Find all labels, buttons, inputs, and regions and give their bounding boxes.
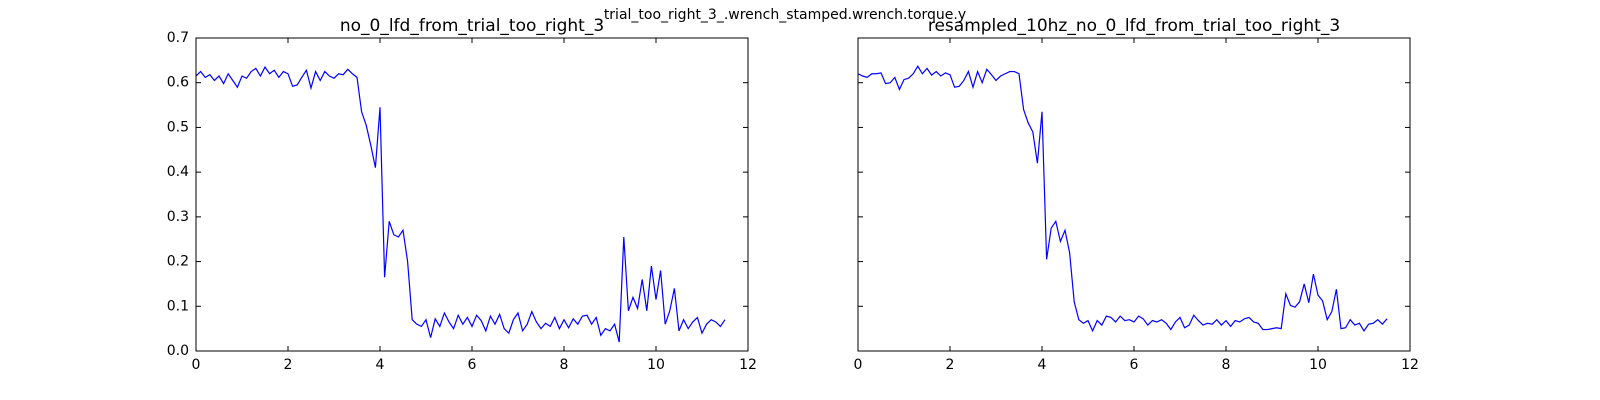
y-tick-label: 0.6 bbox=[167, 75, 189, 91]
y-tick-label: 0.1 bbox=[167, 298, 189, 314]
figure-title: trial_too_right_3_.wrench_stamped.wrench… bbox=[604, 7, 966, 23]
axes-title: resampled_10hz_no_0_lfd_from_trial_too_r… bbox=[928, 16, 1340, 36]
x-tick-label: 8 bbox=[560, 357, 569, 373]
y-tick-label: 0.5 bbox=[167, 119, 189, 135]
y-tick-label: 0.3 bbox=[167, 209, 189, 225]
x-tick-label: 0 bbox=[192, 357, 201, 373]
y-tick-label: 0.0 bbox=[167, 343, 189, 359]
y-tick-label: 0.7 bbox=[167, 30, 189, 46]
data-line bbox=[857, 65, 1388, 333]
y-tick-label: 0.4 bbox=[167, 164, 189, 180]
axes-frame bbox=[195, 37, 749, 352]
x-tick-label: 6 bbox=[1130, 357, 1139, 373]
x-tick-label: 4 bbox=[376, 357, 385, 373]
y-tick-label: 0.2 bbox=[167, 254, 189, 270]
x-tick-label: 10 bbox=[1309, 357, 1327, 373]
x-tick-label: 8 bbox=[1222, 357, 1231, 373]
axes-frame bbox=[857, 37, 1411, 352]
axes-title: no_0_lfd_from_trial_too_right_3 bbox=[340, 16, 604, 36]
x-tick-label: 0 bbox=[854, 357, 863, 373]
data-line bbox=[195, 65, 726, 343]
x-tick-label: 10 bbox=[647, 357, 665, 373]
x-tick-label: 12 bbox=[739, 357, 757, 373]
x-tick-label: 2 bbox=[946, 357, 955, 373]
x-tick-label: 12 bbox=[1401, 357, 1419, 373]
x-tick-label: 2 bbox=[284, 357, 293, 373]
x-tick-label: 4 bbox=[1038, 357, 1047, 373]
x-tick-label: 6 bbox=[468, 357, 477, 373]
